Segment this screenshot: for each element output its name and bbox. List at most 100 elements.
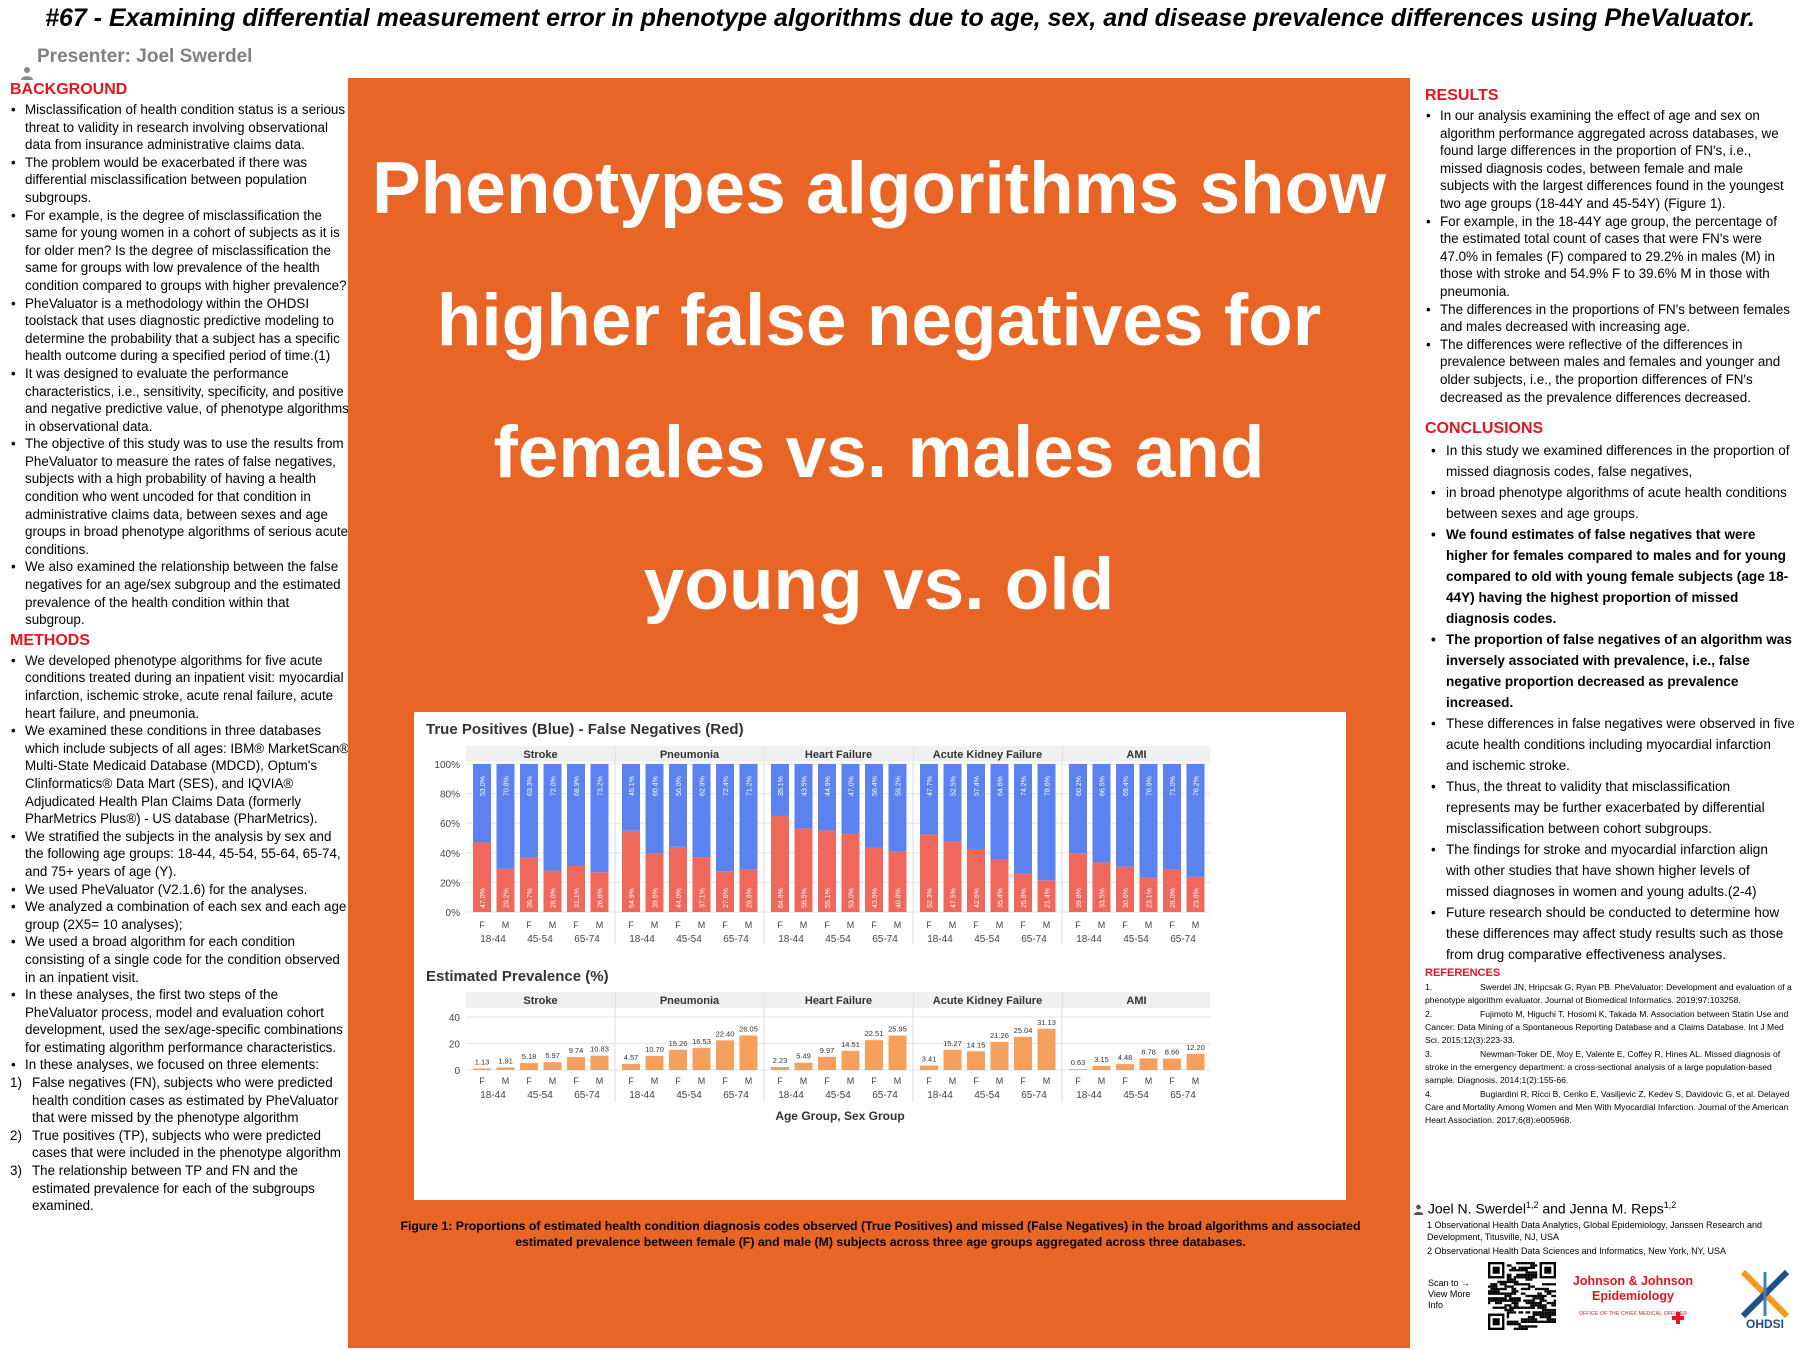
tp-data-label: 52.5% xyxy=(951,776,958,796)
presenter: Presenter: Joel Swerdel xyxy=(37,46,253,67)
red-cross-icon xyxy=(1672,1312,1684,1324)
x-tick-label: F xyxy=(675,920,681,930)
panel-header xyxy=(1062,992,1210,1008)
tp-data-label: 56.0% xyxy=(676,776,683,796)
affiliation-2: 2 Observational Health Data Sciences and… xyxy=(1427,1245,1726,1256)
tp-bar xyxy=(567,764,585,866)
x-axis-title: Age Group, Sex Group xyxy=(775,1109,904,1123)
prevalence-data-label: 2.23 xyxy=(773,1056,788,1065)
list-item: Misclassification of health condition st… xyxy=(10,101,350,154)
ref-text: Swerdel JN, Hripcsak G, Ryan PB. PheValu… xyxy=(1425,982,1792,1006)
x-tick-label: F xyxy=(526,920,532,930)
tp-bar xyxy=(771,764,789,816)
list-item: For example, is the degree of misclassif… xyxy=(10,207,350,295)
scan-text: Scan to → View More Info xyxy=(1428,1278,1471,1310)
x-tick-label: F xyxy=(871,1076,877,1086)
qr-code-icon[interactable] xyxy=(1488,1262,1556,1330)
age-group-label: 45-54 xyxy=(1123,1090,1149,1101)
left-column: BACKGROUND Misclassification of health c… xyxy=(10,78,350,1215)
tp-data-label: 74.2% xyxy=(1021,776,1028,796)
y-tick-label: 20 xyxy=(449,1040,461,1051)
x-tick-label: F xyxy=(777,1076,783,1086)
list-item: We used a broad algorithm for each condi… xyxy=(10,933,350,986)
author-2-affil: 1,2 xyxy=(1663,1200,1677,1210)
tp-data-label: 64.6% xyxy=(998,776,1005,796)
tp-bar xyxy=(990,764,1009,860)
tp-data-label: 63.3% xyxy=(527,776,534,796)
author-and: and xyxy=(1538,1200,1570,1217)
tp-bar xyxy=(1092,764,1111,863)
list-item: We also examined the relationship betwee… xyxy=(10,558,350,628)
list-item: 3) The relationship between TP and FN and… xyxy=(10,1162,350,1215)
fn-data-label: 54.9% xyxy=(629,888,636,908)
prevalence-bar xyxy=(1163,1058,1181,1070)
item-text: False negatives (FN), subjects who were … xyxy=(32,1075,339,1126)
prevalence-data-label: 22.40 xyxy=(716,1029,735,1038)
x-tick-label: M xyxy=(949,1076,957,1086)
list-item: In this study we examined differences in… xyxy=(1429,440,1795,482)
x-tick-label: F xyxy=(628,1076,634,1086)
tp-data-label: 69.4% xyxy=(1123,776,1130,796)
x-tick-label: F xyxy=(1169,1076,1175,1086)
panel-title: Pneumonia xyxy=(660,995,720,1007)
x-tick-label: F xyxy=(722,920,728,930)
chart-title: True Positives (Blue) - False Negatives … xyxy=(426,721,744,738)
x-tick-label: M xyxy=(1192,920,1200,930)
fn-data-label: 33.5% xyxy=(1100,888,1107,908)
list-item: For example, in the 18-44Y age group, th… xyxy=(1425,213,1795,301)
x-tick-label: F xyxy=(824,920,830,930)
prevalence-bar xyxy=(1014,1036,1032,1070)
tp-bar xyxy=(473,764,491,843)
headline-line: Phenotypes algorithms show xyxy=(371,148,1387,229)
list-item: Thus, the threat to validity that miscla… xyxy=(1429,776,1795,839)
prevalence-data-label: 10.83 xyxy=(590,1045,609,1054)
prevalence-bar xyxy=(1037,1028,1056,1070)
panel-header xyxy=(764,746,912,762)
prevalence-data-label: 3.15 xyxy=(1094,1055,1109,1064)
reference-item: 1. Swerdel JN, Hripcsak G, Ryan PB. PheVa… xyxy=(1425,981,1795,1007)
tp-bar xyxy=(943,764,962,842)
logo-line: Epidemiology xyxy=(1592,1288,1674,1303)
ohdsi-text: OHDSI xyxy=(1746,1317,1784,1330)
panel-header xyxy=(913,746,1061,762)
list-item: The differences were reflective of the d… xyxy=(1425,336,1795,406)
reference-item: 3. Newman-Toker DE, Moy E, Valente E, Cof… xyxy=(1425,1048,1795,1087)
list-item: The proportion of false negatives of an … xyxy=(1429,629,1795,713)
prevalence-data-label: 8.66 xyxy=(1165,1048,1180,1057)
prevalence-data-label: 26.05 xyxy=(739,1024,758,1033)
tp-data-label: 71.2% xyxy=(747,776,754,796)
fn-bar xyxy=(818,830,836,912)
x-tick-label: M xyxy=(800,920,808,930)
age-group-label: 45-54 xyxy=(527,1090,553,1101)
tp-data-label: 45.1% xyxy=(629,776,636,796)
fn-bar xyxy=(1163,869,1181,912)
panel-title: AMI xyxy=(1126,995,1146,1007)
x-tick-label: M xyxy=(996,920,1004,930)
age-group-label: 65-74 xyxy=(1021,1090,1047,1101)
x-tick-label: M xyxy=(894,1076,902,1086)
age-group-label: 45-54 xyxy=(825,1090,851,1101)
fn-data-label: 23.1% xyxy=(1147,888,1154,908)
prevalence-bar xyxy=(1092,1065,1111,1070)
age-group-label: 65-74 xyxy=(1021,934,1047,945)
prevalence-data-label: 5.49 xyxy=(796,1052,811,1061)
fn-bar xyxy=(794,828,813,912)
fn-bar xyxy=(622,830,640,912)
chart-title: Estimated Prevalence (%) xyxy=(426,968,609,985)
results-heading: RESULTS xyxy=(1425,87,1499,104)
jj-epidemiology-logo: Johnson & Johnson Epidemiology OFFICE OF… xyxy=(1568,1274,1698,1324)
tp-bar xyxy=(1116,764,1134,867)
age-group-label: 65-74 xyxy=(1170,1090,1196,1101)
x-tick-label: F xyxy=(1020,1076,1026,1086)
fn-bar xyxy=(990,859,1009,912)
references-heading: REFERENCES xyxy=(1425,967,1501,980)
x-tick-label: M xyxy=(1043,920,1051,930)
x-tick-label: F xyxy=(573,1076,579,1086)
fn-bar xyxy=(669,846,687,912)
methods-heading: METHODS xyxy=(10,631,90,649)
prevalence-bar xyxy=(692,1048,711,1070)
tp-data-label: 47.0% xyxy=(849,776,856,796)
prevalence-data-label: 10.70 xyxy=(645,1045,664,1054)
background-heading: BACKGROUND xyxy=(10,81,128,98)
